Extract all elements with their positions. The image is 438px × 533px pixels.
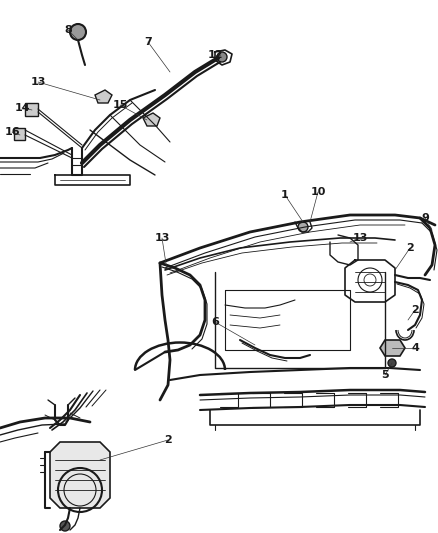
Text: 10: 10: [310, 187, 326, 197]
Circle shape: [298, 222, 308, 232]
Text: 4: 4: [411, 343, 419, 353]
Text: 8: 8: [64, 25, 72, 35]
Polygon shape: [50, 442, 110, 508]
Text: 2: 2: [406, 243, 414, 253]
Polygon shape: [25, 103, 38, 116]
Circle shape: [388, 359, 396, 367]
Text: 2: 2: [411, 305, 419, 315]
Circle shape: [60, 521, 70, 531]
Text: 7: 7: [144, 37, 152, 47]
Circle shape: [70, 24, 86, 40]
Text: 9: 9: [421, 213, 429, 223]
Text: 15: 15: [112, 100, 128, 110]
Text: 6: 6: [211, 317, 219, 327]
Text: 5: 5: [381, 370, 389, 380]
Text: 13: 13: [30, 77, 46, 87]
Text: 2: 2: [164, 435, 172, 445]
Text: 12: 12: [207, 50, 223, 60]
Text: 13: 13: [352, 233, 367, 243]
Text: 14: 14: [14, 103, 30, 113]
Polygon shape: [95, 90, 112, 103]
Text: 16: 16: [4, 127, 20, 137]
Text: 13: 13: [154, 233, 170, 243]
Polygon shape: [380, 340, 405, 356]
Polygon shape: [143, 113, 160, 126]
Polygon shape: [14, 128, 25, 140]
Circle shape: [217, 52, 227, 62]
Text: 1: 1: [281, 190, 289, 200]
